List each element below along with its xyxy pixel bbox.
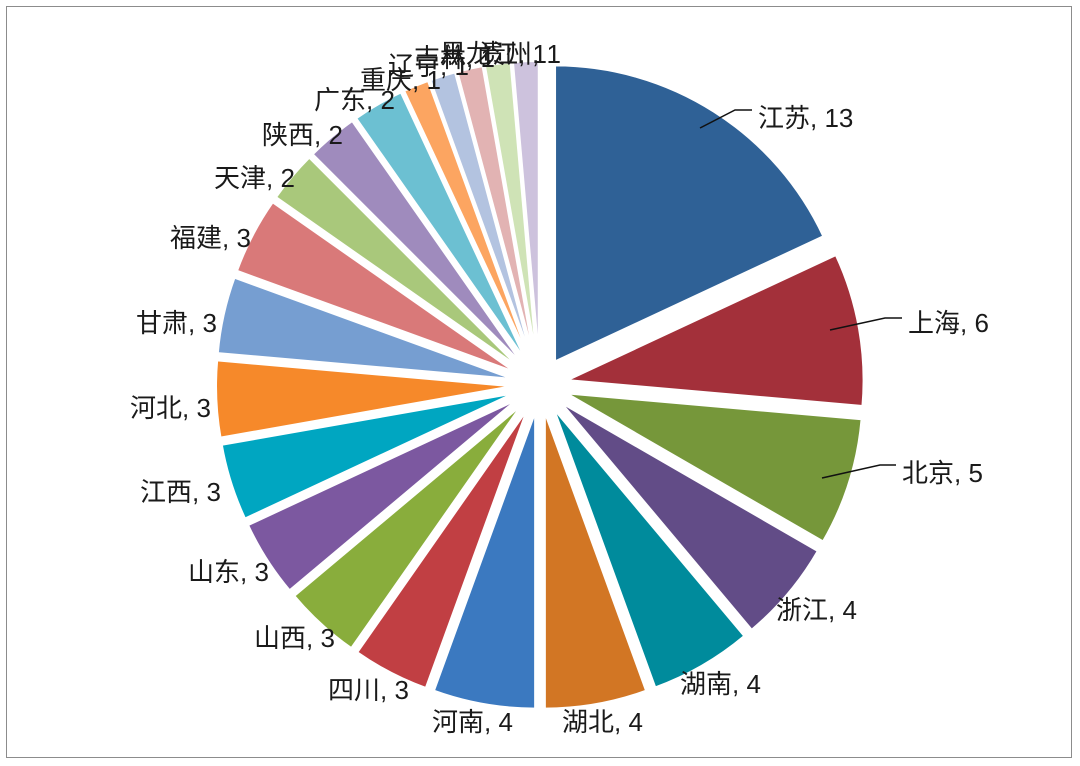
pie-slice-21: [483, 61, 538, 358]
slice-label-17: 广东, 2: [314, 85, 395, 115]
slice-label-11: 江西, 3: [140, 477, 221, 507]
slice-label-12: 河北, 3: [130, 393, 211, 423]
slice-label-5: 湖南, 4: [680, 669, 761, 699]
pie-slice-22: [511, 60, 540, 358]
pie-slice-9: [292, 404, 522, 650]
slice-label-6: 湖北, 4: [562, 707, 643, 737]
leader-lines: [699, 109, 902, 479]
slice-label-9: 山西, 3: [254, 623, 335, 653]
slice-label-18: 重庆, 1: [360, 65, 441, 95]
slice-label-10: 山东, 3: [188, 557, 269, 587]
slice-label-8: 四川, 3: [328, 675, 409, 705]
slice-label-15: 天津, 2: [214, 163, 295, 193]
pie-slice-13: [216, 276, 514, 380]
pie-slice-15: [274, 156, 520, 368]
slice-label-4: 浙江, 4: [776, 595, 857, 625]
leader-line-1: [699, 109, 752, 129]
pie-slice-3: [566, 392, 863, 543]
pie-slice-1: [554, 64, 825, 363]
pie-slice-4: [560, 402, 820, 632]
pie-slice-14: [235, 200, 516, 374]
slice-labels: 江苏, 13 上海, 6 北京, 5 浙江, 4 湖南, 4 湖北, 4 河南, 4 四川, …: [130, 39, 989, 737]
leader-line-3: [821, 464, 896, 479]
pie-slice-12: [215, 359, 513, 439]
slice-label-3: 北京, 5: [902, 458, 983, 488]
pie-slice-17: [354, 91, 527, 362]
pie-slice-16: [311, 119, 523, 365]
slice-label-13: 甘肃, 3: [136, 308, 217, 338]
pie-slice-7: [432, 412, 537, 710]
pie-slice-6: [543, 412, 648, 710]
slice-label-19: 辽宁, 1: [388, 51, 469, 81]
slice-label-20: 吉林, 1: [414, 43, 495, 73]
pie-slice-11: [220, 392, 514, 520]
slice-label-2: 上海, 6: [908, 308, 989, 338]
pie-slice-5: [553, 408, 746, 689]
leader-line-2: [829, 317, 902, 331]
slice-label-14: 福建, 3: [170, 223, 251, 253]
pie-slice-19: [429, 71, 533, 359]
slice-label-21: 黑龙江, 1: [440, 39, 547, 69]
pie-slice-8: [355, 409, 529, 690]
slice-label-7: 河南, 4: [432, 707, 513, 737]
pie-slice-2: [563, 253, 865, 408]
pie-slices: [215, 60, 865, 710]
pie-slice-20: [456, 65, 535, 358]
pie-slice-18: [402, 79, 531, 360]
pie-slice-10: [246, 399, 518, 592]
slice-label-1: 江苏, 13: [758, 103, 853, 133]
slice-label-16: 陕西, 2: [262, 120, 343, 150]
slice-label-22: 贵州, 1: [480, 39, 561, 69]
